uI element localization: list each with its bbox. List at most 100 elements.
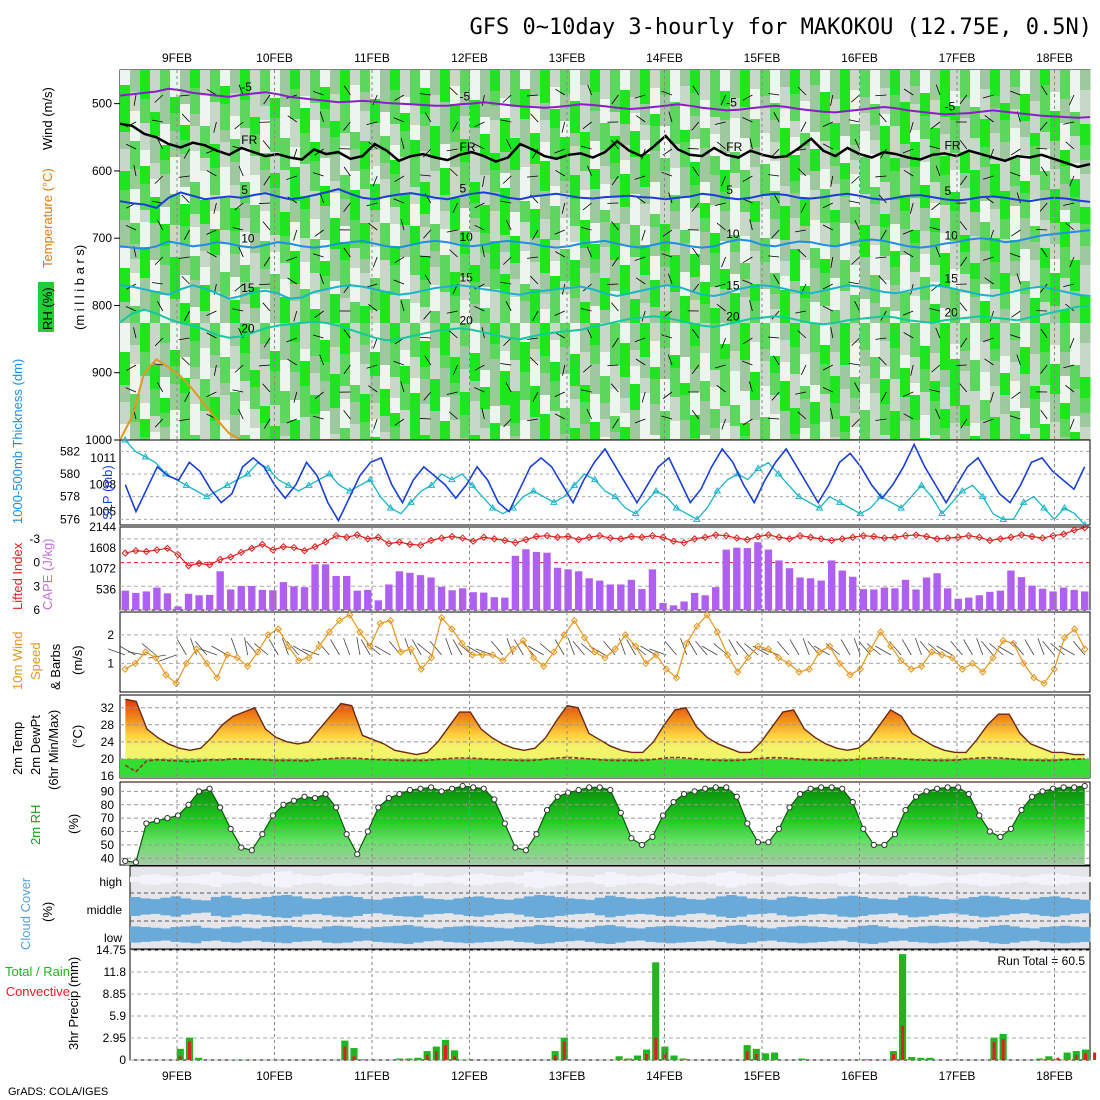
wind-barb	[286, 256, 297, 262]
rh-shade-cell	[1040, 385, 1051, 402]
wind10m-barb	[761, 648, 779, 656]
cape-bar	[216, 571, 224, 610]
cloud-low-bar	[776, 927, 788, 942]
rh-shade-cell	[1060, 403, 1071, 419]
wind10m-barb	[736, 640, 749, 656]
cloud-middle-bar	[988, 896, 1000, 917]
rh-shade-cell	[500, 70, 511, 98]
rh-shade-cell	[160, 343, 171, 377]
wind-barb	[319, 354, 324, 366]
rh-shade-cell	[560, 249, 571, 281]
wind10m-barb	[211, 645, 228, 656]
rh-shade-cell	[430, 224, 441, 251]
rh-shade-cell	[690, 162, 701, 185]
rh-shade-cell	[730, 371, 741, 405]
rh-shade-cell	[1070, 323, 1081, 336]
li-point	[121, 549, 129, 557]
wind-barb	[446, 229, 458, 233]
wind10m-barb	[664, 640, 677, 656]
rh-shade-cell	[210, 255, 221, 267]
wind-barb	[154, 337, 164, 347]
thickness-point	[325, 470, 334, 477]
rh-shade-cell	[240, 381, 251, 401]
cloud-high-bar	[776, 874, 788, 885]
wind-barb	[419, 336, 431, 339]
rh-shade-cell	[230, 70, 241, 93]
rh-shade-cell	[1070, 179, 1081, 197]
precip-convective-bar	[745, 1051, 749, 1060]
cape-bar	[121, 590, 129, 610]
cloud-high-bar	[594, 874, 606, 885]
rh-shade-cell	[130, 306, 141, 323]
rh-shade-cell	[850, 174, 861, 207]
rh-shade-cell	[420, 323, 431, 341]
rh-shade-cell	[680, 296, 691, 323]
rh-shade-cell	[650, 341, 661, 367]
rh-point	[586, 784, 593, 791]
cloud-high-bar	[534, 870, 545, 889]
cloud-high-bar	[574, 876, 586, 883]
cloud-high-bar	[231, 876, 242, 883]
rh-shade-cell	[780, 340, 791, 362]
rh-shade-cell	[1020, 374, 1031, 390]
rh-shade-cell	[150, 365, 161, 389]
rh-shade-cell	[310, 161, 321, 191]
rh-shade-cell	[340, 298, 351, 323]
rh-shade-cell	[460, 208, 471, 231]
rh-shade-cell	[160, 398, 171, 413]
wind-barb	[562, 364, 566, 376]
rh-shade-cell	[950, 269, 961, 289]
cloud-low-bar	[554, 927, 566, 942]
rh-shade-cell	[600, 419, 611, 437]
rh-shade-cell	[600, 99, 611, 123]
cloud-middle-bar	[685, 899, 697, 914]
wind-barb	[880, 229, 887, 240]
rh-shade-cell	[330, 94, 341, 121]
rh-shade-cell	[230, 116, 241, 139]
rh-shade-cell	[600, 437, 611, 440]
rh-point	[1060, 784, 1067, 791]
rh-shade-cell	[420, 126, 431, 151]
wind10m-speed-point	[682, 639, 691, 648]
wind-barb	[393, 360, 405, 366]
rh-shade-cell	[880, 214, 891, 227]
thickness-point	[774, 470, 783, 477]
rh-shade-cell	[370, 184, 381, 210]
rh-shade-cell	[440, 211, 451, 229]
rh-shade-cell	[930, 148, 941, 182]
rh-shade-cell	[850, 70, 861, 90]
wind10m-speed-point	[642, 659, 650, 668]
rh-shade-cell	[680, 420, 691, 440]
rh-shade-cell	[550, 70, 561, 87]
rh-shade-cell	[450, 230, 461, 243]
wind-barb	[400, 138, 405, 150]
isotherm-label: 15	[726, 278, 740, 292]
rh-shade-cell	[880, 182, 891, 214]
rh-shade-cell	[540, 356, 551, 373]
wind-barb	[714, 202, 726, 207]
rh-point	[596, 784, 603, 791]
rh-shade-cell	[260, 241, 271, 269]
rh-shade-cell	[860, 257, 871, 270]
wind-barb	[133, 165, 137, 177]
rh-shade-cell	[800, 70, 811, 101]
li-point	[827, 536, 836, 545]
rh-point	[301, 793, 308, 800]
rh-shade-cell	[660, 70, 671, 95]
rh-shade-cell	[610, 179, 621, 197]
cloud-middle-bar	[645, 898, 656, 915]
rh-shade-cell	[430, 379, 441, 411]
rh-shade-cell	[840, 432, 851, 440]
rh-shade-cell	[140, 419, 151, 437]
rh-shade-cell	[640, 407, 651, 440]
rh-shade-cell	[170, 384, 181, 410]
rh-shade-cell	[900, 368, 911, 397]
cape-bar	[754, 542, 762, 610]
rh-shade-cell	[1030, 199, 1041, 226]
rh-shade-cell	[830, 150, 841, 166]
rh-shade-cell	[620, 90, 631, 124]
cape-bar	[395, 571, 404, 610]
rh-shade-cell	[720, 344, 731, 359]
cloud-middle-bar	[665, 896, 677, 917]
cloud-middle-bar	[1079, 899, 1091, 914]
